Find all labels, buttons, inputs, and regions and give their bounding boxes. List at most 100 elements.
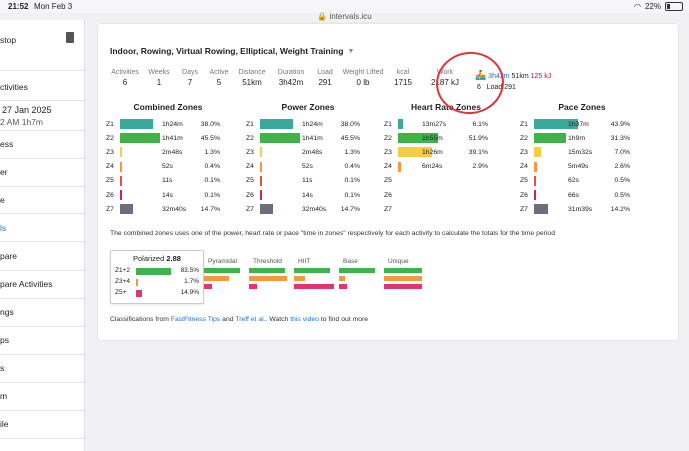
polarization-row: Z5+ 14.9% bbox=[115, 289, 201, 298]
zone-bar-track bbox=[260, 161, 300, 172]
zone-time: 11s bbox=[302, 177, 313, 185]
zone-label: Z6 bbox=[384, 191, 392, 199]
sidebar-item-settings[interactable]: ngs bbox=[0, 307, 84, 317]
polarization-percent: 1.7% bbox=[184, 278, 199, 285]
sidebar-divider bbox=[0, 130, 84, 131]
model-label: Unique bbox=[388, 258, 409, 265]
zone-row: Z3 2m48s 1.3% bbox=[246, 146, 386, 158]
sidebar-item-label: ctivities bbox=[0, 82, 28, 92]
stat-5: Duration 3h42m bbox=[274, 69, 308, 87]
model-bar bbox=[249, 284, 258, 289]
sidebar-item-compare-activities[interactable]: pare Activities bbox=[0, 279, 84, 289]
zone-time: 14s bbox=[302, 191, 313, 199]
stat-value: 291 bbox=[318, 78, 332, 87]
zone-bar-track bbox=[534, 190, 580, 200]
model-label: HIIT bbox=[298, 258, 311, 265]
zone-bar-track bbox=[534, 133, 580, 144]
sidebar-date[interactable]: 27 Jan 2025 bbox=[2, 105, 86, 115]
zone-label: Z2 bbox=[106, 134, 114, 142]
zone-label: Z4 bbox=[384, 163, 392, 171]
sidebar-item-profile[interactable]: ile bbox=[0, 419, 84, 429]
stat-label: Days bbox=[182, 69, 198, 76]
zone-percent: 0.5% bbox=[614, 191, 631, 199]
zone-percent: 38.0% bbox=[200, 120, 220, 128]
zone-percent: 0.1% bbox=[344, 177, 361, 185]
video-link[interactable]: this video bbox=[290, 316, 319, 323]
sidebar: stop ctivities 27 Jan 2025 2 AM 1h7m ess… bbox=[0, 20, 85, 451]
polarization-index: 2.88 bbox=[166, 254, 181, 263]
sidebar-divider bbox=[0, 241, 84, 242]
summary-block: 🚣 3h42m 51km 125 kJ 6 Load 291 bbox=[475, 70, 551, 91]
zone-bar bbox=[398, 119, 404, 129]
stat-value: 3h42m bbox=[278, 78, 304, 87]
zone-label: Z6 bbox=[520, 191, 528, 199]
sidebar-item-s[interactable]: s bbox=[0, 363, 84, 373]
sidebar-divider bbox=[0, 100, 84, 101]
status-time: 21:52 bbox=[8, 2, 29, 11]
zone-percent: 31.3% bbox=[610, 134, 630, 142]
zone-bar-track bbox=[398, 161, 438, 172]
summary-work: 125 kJ bbox=[530, 73, 552, 80]
zone-time: 1h24m bbox=[302, 120, 323, 128]
model-bar bbox=[339, 284, 347, 289]
zone-label: Z3 bbox=[246, 148, 254, 156]
sidebar-divider bbox=[0, 298, 84, 299]
zone-bar bbox=[120, 119, 154, 129]
zone-label: Z5 bbox=[246, 177, 254, 185]
zone-label: Z6 bbox=[106, 191, 114, 199]
sidebar-item-label: ps bbox=[0, 335, 9, 345]
zone-bar-track bbox=[534, 147, 580, 158]
polarization-bar bbox=[136, 268, 172, 275]
model-bar bbox=[204, 284, 212, 289]
zone-bar-track bbox=[260, 190, 300, 200]
zone-bar bbox=[260, 133, 300, 144]
sidebar-item-activities[interactable]: ctivities bbox=[0, 82, 84, 92]
sidebar-item-power[interactable]: er bbox=[0, 167, 84, 177]
zone-time: 31m39s bbox=[568, 205, 593, 213]
zone-label: Z1 bbox=[520, 120, 528, 128]
zone-percent: 0.1% bbox=[204, 177, 221, 185]
zone-bar bbox=[120, 161, 122, 172]
zone-percent: 0.5% bbox=[614, 177, 631, 185]
sidebar-item-totals[interactable]: ls bbox=[0, 223, 84, 233]
zone-bar bbox=[120, 175, 122, 186]
document-icon[interactable] bbox=[66, 32, 74, 43]
zone-row: Z4 52s 0.4% bbox=[246, 161, 386, 173]
sidebar-item-fitness[interactable]: ess bbox=[0, 139, 84, 149]
zone-bar bbox=[120, 190, 122, 200]
sidebar-item-pace[interactable]: e bbox=[0, 195, 84, 205]
polarization-percent: 83.5% bbox=[180, 267, 199, 274]
sidebar-item-desktop[interactable]: stop bbox=[0, 35, 84, 45]
zone-bar bbox=[260, 119, 294, 129]
zone-row: Z5 11s 0.1% bbox=[246, 175, 386, 187]
model-bar bbox=[339, 276, 346, 281]
stat-value: 51km bbox=[242, 78, 262, 87]
url-label: intervals.icu bbox=[329, 12, 372, 21]
sidebar-item-m[interactable]: m bbox=[0, 391, 84, 401]
activity-type-filter[interactable]: Indoor, Rowing, Virtual Rowing, Elliptic… bbox=[110, 46, 354, 56]
classifications-text: Classifications from FastFitness Tips an… bbox=[110, 316, 368, 323]
battery-icon bbox=[665, 2, 683, 11]
zone-label: Z1 bbox=[246, 120, 254, 128]
zone-row: Z3 2m48s 1.3% bbox=[106, 146, 246, 158]
sidebar-item-label: m bbox=[0, 391, 8, 401]
zone-time: 2m48s bbox=[302, 148, 323, 156]
zone-row: Z1 1h37m 43.9% bbox=[520, 118, 660, 130]
zone-bar-track bbox=[398, 147, 438, 158]
treff-link[interactable]: Treff et al. bbox=[235, 316, 266, 323]
sidebar-item-label: e bbox=[0, 195, 5, 205]
totals-card: Indoor, Rowing, Virtual Rowing, Elliptic… bbox=[98, 24, 678, 340]
zone-percent: 45.5% bbox=[340, 134, 360, 142]
stat-value: 0 lb bbox=[356, 78, 370, 87]
zone-row: Z1 1h24m 38.0% bbox=[246, 118, 386, 130]
classifications-and: and bbox=[220, 316, 236, 323]
zone-title: Combined Zones bbox=[133, 102, 203, 112]
sidebar-item-apps[interactable]: ps bbox=[0, 335, 84, 345]
zone-bar bbox=[120, 133, 160, 144]
url-text[interactable]: 🔒 intervals.icu bbox=[0, 12, 689, 21]
zone-bar-track bbox=[260, 175, 300, 186]
sidebar-item-compare[interactable]: pare bbox=[0, 251, 84, 261]
sidebar-item-label: pare Activities bbox=[0, 279, 53, 289]
zone-bar-track bbox=[398, 119, 438, 129]
fastfitness-link[interactable]: FastFitness Tips bbox=[170, 316, 221, 323]
